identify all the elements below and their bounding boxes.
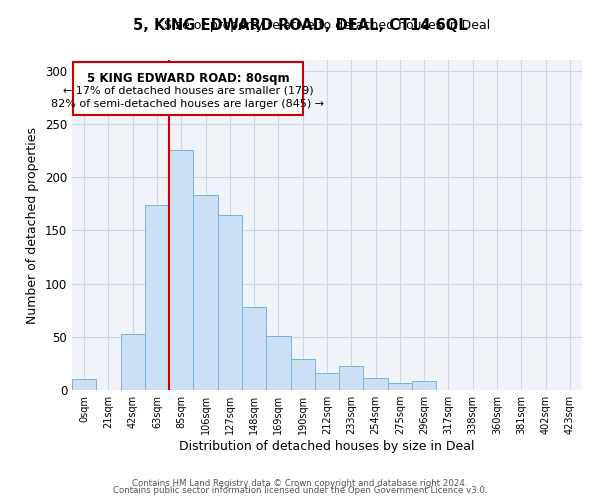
FancyBboxPatch shape [73,62,303,116]
Text: Contains HM Land Registry data © Crown copyright and database right 2024.: Contains HM Land Registry data © Crown c… [132,478,468,488]
Bar [290,359,315,390]
Bar [121,334,145,390]
Bar [72,380,96,390]
Bar [218,216,242,390]
Bar [339,366,364,390]
Bar [364,378,388,390]
Bar [145,205,169,390]
Bar [193,195,218,390]
Y-axis label: Number of detached properties: Number of detached properties [26,126,40,324]
Bar [169,150,193,390]
Text: 5 KING EDWARD ROAD: 80sqm: 5 KING EDWARD ROAD: 80sqm [86,72,289,85]
Bar [242,307,266,390]
Text: Contains public sector information licensed under the Open Government Licence v3: Contains public sector information licen… [113,486,487,495]
Title: Size of property relative to detached houses in Deal: Size of property relative to detached ho… [164,20,490,32]
X-axis label: Distribution of detached houses by size in Deal: Distribution of detached houses by size … [179,440,475,453]
Bar [315,373,339,390]
Text: 82% of semi-detached houses are larger (845) →: 82% of semi-detached houses are larger (… [52,100,325,110]
Text: 5, KING EDWARD ROAD, DEAL, CT14 6QL: 5, KING EDWARD ROAD, DEAL, CT14 6QL [133,18,467,32]
Bar [388,382,412,390]
Bar [266,336,290,390]
Bar [412,382,436,390]
Text: ← 17% of detached houses are smaller (179): ← 17% of detached houses are smaller (17… [62,86,313,96]
